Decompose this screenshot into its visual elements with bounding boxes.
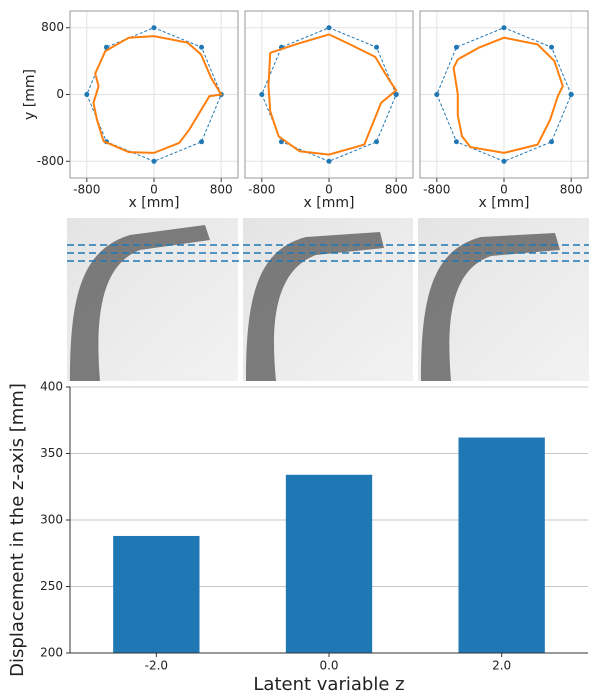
- x-tick-label: 800: [210, 183, 233, 197]
- y-tick-label: 200: [40, 646, 63, 660]
- y-tick-label: 0: [56, 87, 64, 101]
- target-point: [549, 45, 554, 50]
- y-tick-label: -800: [37, 154, 64, 168]
- y-tick-label: 250: [40, 579, 63, 593]
- target-point: [502, 159, 507, 164]
- target-point: [199, 45, 204, 50]
- y-tick-label: 400: [40, 380, 63, 394]
- target-point: [152, 159, 157, 164]
- x-tick-label: 800: [385, 183, 408, 197]
- target-point: [454, 139, 459, 144]
- bar: [459, 438, 545, 653]
- x-axis-label: x [mm]: [129, 195, 180, 211]
- trajectory: [454, 38, 563, 153]
- y-axis-label: y [mm]: [22, 69, 38, 120]
- target-point: [502, 25, 507, 30]
- x-tick-label: -2.0: [145, 659, 168, 673]
- y-axis-label: Displacement in the z-axis [mm]: [7, 383, 28, 677]
- target-point: [374, 139, 379, 144]
- target-point: [454, 45, 459, 50]
- x-tick-label: 800: [560, 183, 583, 197]
- target-point: [434, 92, 439, 97]
- figure: -8000800-8000800x [mm]y [mm]-8000800x [m…: [0, 0, 589, 696]
- x-tick-label: -800: [248, 183, 275, 197]
- target-point: [569, 92, 574, 97]
- x-axis-label: x [mm]: [479, 195, 530, 211]
- bar: [113, 536, 199, 653]
- x-tick-label: 0.0: [319, 659, 338, 673]
- bar: [286, 475, 372, 653]
- target-point: [327, 159, 332, 164]
- x-tick-label: -800: [423, 183, 450, 197]
- y-tick-label: 800: [41, 20, 64, 34]
- y-tick-label: 350: [40, 446, 63, 460]
- target-point: [327, 25, 332, 30]
- x-axis-label: x [mm]: [304, 195, 355, 211]
- x-tick-label: -800: [73, 183, 100, 197]
- target-point: [84, 92, 89, 97]
- target-point: [374, 45, 379, 50]
- y-tick-label: 300: [40, 513, 63, 527]
- x-axis-label: Latent variable z: [253, 674, 404, 695]
- target-point: [259, 92, 264, 97]
- x-tick-label: 2.0: [492, 659, 511, 673]
- photos: [67, 218, 589, 381]
- target-point: [199, 139, 204, 144]
- target-point: [549, 139, 554, 144]
- target-point: [152, 25, 157, 30]
